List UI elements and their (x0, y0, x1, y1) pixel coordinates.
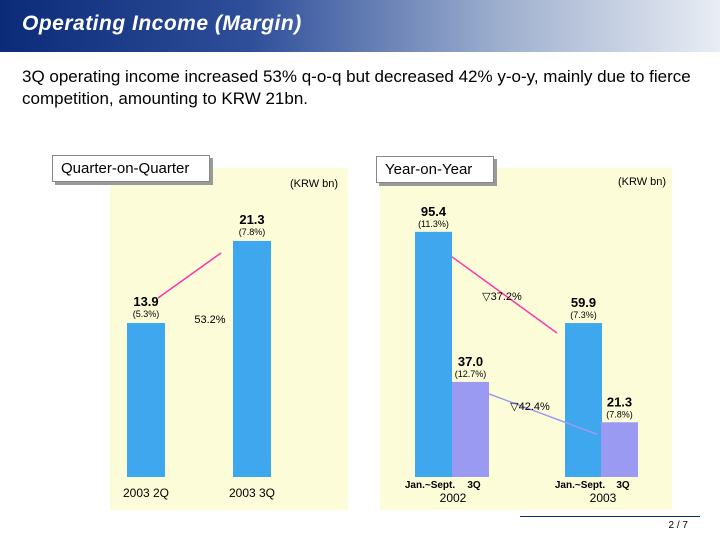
yoy-title: Year-on-Year (376, 156, 494, 183)
yoy-change-arrow (451, 256, 558, 334)
qoq-value-label: 21.3 (239, 212, 264, 227)
yoy-bar-jan-sept-2003 (565, 323, 602, 477)
yoy-year-label: 2003 (590, 491, 617, 505)
qoq-bar-2003-3q (233, 240, 271, 477)
yoy-bar-jan-sept-2002 (415, 231, 452, 477)
qoq-value-label: 13.9 (133, 294, 158, 309)
yoy-margin-label: (7.8%) (606, 409, 633, 419)
qoq-unit: (KRW bn) (290, 178, 339, 190)
yoy-change-label: ▽42.4% (510, 401, 550, 413)
title-bar: Operating Income (Margin) (0, 0, 720, 52)
yoy-bar-3q-2003 (601, 422, 638, 477)
qoq-category-label: 2003 2Q (123, 486, 169, 500)
yoy-margin-label: (12.7%) (455, 369, 487, 379)
yoy-year-label: 2002 (440, 491, 467, 505)
qoq-title: Quarter-on-Quarter (52, 155, 210, 182)
headline: 3Q operating income increased 53% q-o-q … (22, 67, 691, 108)
footer-divider (520, 516, 700, 517)
yoy-quarter-label: 3Q (467, 480, 481, 491)
page-number: 2 / 7 (668, 520, 688, 531)
yoy-change-label: ▽37.2% (482, 291, 522, 303)
yoy-group-label: Jan.~Sept. (555, 480, 606, 491)
qoq-category-label: 2003 3Q (229, 486, 275, 500)
yoy-value-label: 59.9 (571, 295, 596, 310)
qoq-bar-2003-2q (127, 322, 165, 477)
yoy-margin-label: (7.3%) (570, 310, 597, 320)
qoq-margin-label: (7.8%) (239, 227, 266, 237)
qoq-margin-label: (5.3%) (133, 309, 160, 319)
yoy-value-label: 95.4 (421, 204, 447, 219)
yoy-change-arrow (488, 393, 598, 435)
yoy-quarter-label: 3Q (616, 480, 630, 491)
yoy-margin-label: (11.3%) (418, 219, 449, 229)
yoy-value-label: 21.3 (607, 394, 632, 409)
yoy-unit: (KRW bn) (618, 176, 667, 188)
qoq-change-label: 53.2% (194, 314, 225, 326)
yoy-bar-3q-2002 (452, 381, 489, 477)
yoy-value-label: 37.0 (458, 354, 483, 369)
page-title: Operating Income (Margin) (22, 12, 302, 35)
yoy-group-label: Jan.~Sept. (405, 480, 456, 491)
qoq-change-arrow (157, 252, 222, 299)
